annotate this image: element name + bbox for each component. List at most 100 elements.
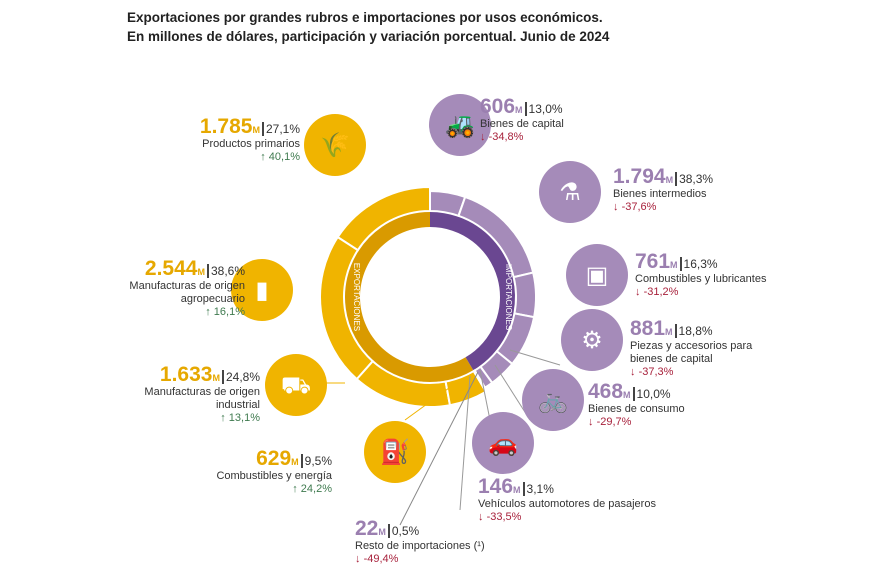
arrow-up-icon: ↑ <box>220 412 226 424</box>
change: ↓ -49,4% <box>355 553 399 565</box>
flask-icon: ⚗ <box>559 179 581 206</box>
value: 606 <box>480 95 516 118</box>
change: ↓ -37,3% <box>630 366 674 378</box>
export-item: 1.633M 24,8% Manufacturas de origen indus… <box>140 364 260 425</box>
share: 38,6% <box>206 264 245 278</box>
connector-line <box>509 349 561 366</box>
exports-inner-ring <box>344 211 474 383</box>
share: 3,1% <box>522 482 554 496</box>
share: 9,5% <box>300 454 332 468</box>
import-item: 761M 16,3% Combustibles y lubricantes ↓ -… <box>635 251 767 299</box>
arrow-down-icon: ↓ <box>480 131 486 143</box>
arrow-down-icon: ↓ <box>478 511 484 523</box>
import-segment-2 <box>512 271 537 319</box>
category-label: Vehículos automotores de pasajeros <box>478 498 656 510</box>
value: 146 <box>478 475 514 498</box>
value: 629 <box>256 447 292 470</box>
value: 1.633 <box>159 363 213 386</box>
unit: M <box>212 373 220 383</box>
gear-part-icon: ⚙ <box>581 327 603 354</box>
imports-inner-ring <box>430 211 516 372</box>
unit: M <box>515 105 523 115</box>
arrow-up-icon: ↑ <box>205 306 211 318</box>
export-item: 2.544M 38,6% Manufacturas de origen agrop… <box>125 258 245 319</box>
change: ↑ 40,1% <box>260 151 300 163</box>
jerrycan-icon: ▣ <box>586 262 609 289</box>
unit: M <box>623 390 631 400</box>
change: ↑ 13,1% <box>220 412 260 424</box>
wheat-circle <box>304 114 366 176</box>
bottle-icon: ▮ <box>255 277 268 304</box>
arrow-down-icon: ↓ <box>635 286 641 298</box>
category-label: Piezas y accesorios para bienes de capit… <box>630 340 753 365</box>
unit: M <box>513 485 521 495</box>
change: ↓ -37,6% <box>613 201 657 213</box>
unit: M <box>665 327 673 337</box>
arrow-down-icon: ↓ <box>588 416 594 428</box>
exports-ring-label: EXPORTACIONES <box>352 263 361 331</box>
import-item: 1.794M 38,3% Bienes intermedios ↓ -37,6% <box>613 166 714 214</box>
unit: M <box>670 260 678 270</box>
share: 38,3% <box>675 172 714 186</box>
truck-circle <box>265 354 327 416</box>
category-label: Productos primarios <box>202 138 300 150</box>
tractor-circle <box>429 94 491 156</box>
value: 881 <box>630 317 666 340</box>
gear-part-circle <box>561 309 623 371</box>
import-item: 22M 0,5% Resto de importaciones (¹) ↓ -49… <box>355 518 485 566</box>
bicycle-icon: 🚲 <box>538 387 568 414</box>
category-label: Resto de importaciones (¹) <box>355 540 485 552</box>
wheat-icon: 🌾 <box>320 132 350 159</box>
share: 0,5% <box>387 524 420 538</box>
arrow-down-icon: ↓ <box>355 553 361 565</box>
unit: M <box>665 175 674 185</box>
unit: M <box>197 267 205 277</box>
bottle-circle <box>231 259 293 321</box>
export-item: 1.785M 27,1% Productos primarios ↑ 40,1% <box>200 116 300 164</box>
value: 22 <box>355 517 379 540</box>
value: 2.544 <box>144 257 198 280</box>
arrow-down-icon: ↓ <box>613 201 619 213</box>
fuel-barrel-circle <box>364 421 426 483</box>
value: 761 <box>635 250 671 273</box>
arrow-up-icon: ↑ <box>292 483 298 495</box>
category-label: Combustibles y energía <box>216 470 332 482</box>
connector-line <box>404 379 461 421</box>
import-item: 468M 10,0% Bienes de consumo ↓ -29,7% <box>588 381 685 429</box>
change: ↓ -31,2% <box>635 286 679 298</box>
car-icon: 🚗 <box>488 430 518 457</box>
category-label: Manufacturas de origen industrial <box>144 386 260 411</box>
jerrycan-circle <box>566 244 628 306</box>
change: ↓ -34,8% <box>480 131 524 143</box>
bicycle-circle <box>522 369 584 431</box>
import-item: 881M 18,8% Piezas y accesorios para biene… <box>630 318 780 379</box>
share: 10,0% <box>632 387 671 401</box>
category-label: Bienes intermedios <box>613 188 707 200</box>
tractor-icon: 🚜 <box>445 112 475 139</box>
truck-icon: ⛟ <box>281 372 311 399</box>
fuel-barrel-icon: ⛽ <box>380 438 410 466</box>
export-item: 629M 9,5% Combustibles y energía ↑ 24,2% <box>216 448 332 496</box>
chart-title: Exportaciones por grandes rubros e impor… <box>127 10 610 44</box>
change: ↑ 24,2% <box>292 483 332 495</box>
change: ↓ -29,7% <box>588 416 632 428</box>
arrow-up-icon: ↑ <box>260 151 266 163</box>
arrow-down-icon: ↓ <box>630 366 636 378</box>
import-item: 606M 13,0% Bienes de capital ↓ -34,8% <box>480 96 564 144</box>
share: 16,3% <box>679 257 718 271</box>
value: 1.785 <box>199 115 253 138</box>
unit: M <box>252 125 260 135</box>
share: 24,8% <box>221 370 260 384</box>
import-item: 146M 3,1% Vehículos automotores de pasaje… <box>478 476 656 524</box>
unit: M <box>378 527 386 537</box>
value: 468 <box>588 380 624 403</box>
category-label: Bienes de capital <box>480 118 564 130</box>
category-label: Combustibles y lubricantes <box>635 273 767 285</box>
connector-line <box>399 371 479 526</box>
change: ↑ 16,1% <box>205 306 245 318</box>
category-label: Manufacturas de origen agropecuario <box>129 280 245 305</box>
share: 13,0% <box>524 102 563 116</box>
share: 18,8% <box>674 324 713 338</box>
